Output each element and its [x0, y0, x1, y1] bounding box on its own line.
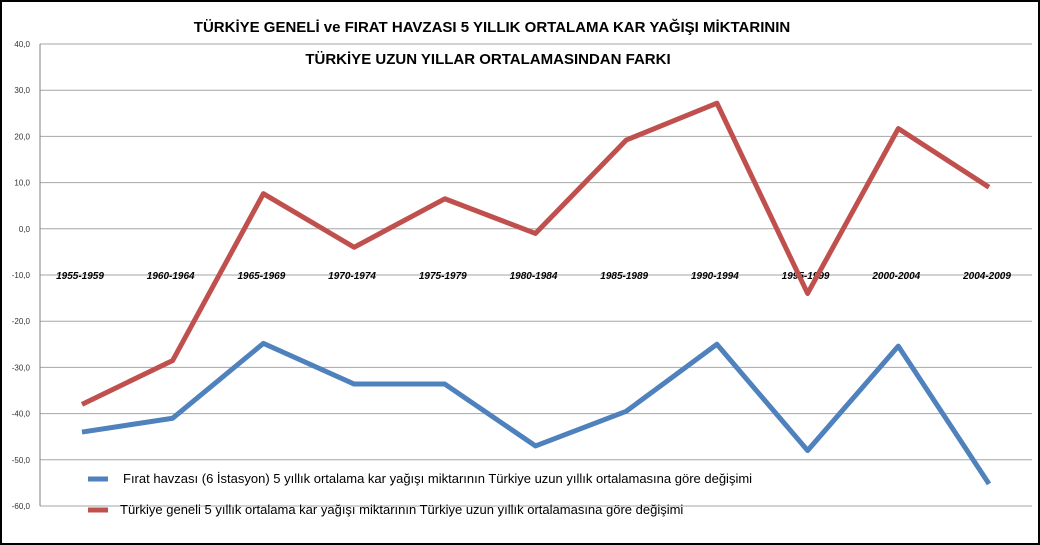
- x-tick-label: 1990-1994: [691, 271, 739, 282]
- x-tick-label: 1970-1974: [328, 271, 376, 282]
- legend-label-firat: Fırat havzası (6 İstasyon) 5 yıllık orta…: [123, 471, 752, 486]
- y-tick-label: -40,0: [12, 410, 31, 419]
- y-tick-label: -30,0: [12, 363, 31, 372]
- y-tick-label: -10,0: [12, 271, 31, 280]
- x-tick-label: 1965-1969: [237, 271, 285, 282]
- x-tick-label: 1975-1979: [419, 271, 467, 282]
- x-tick-label: 2004-2009: [962, 271, 1011, 282]
- series-line-turkiye: [80, 100, 991, 407]
- y-tick-label: 10,0: [14, 179, 30, 188]
- y-tick-label: -60,0: [12, 502, 31, 511]
- chart-title-line1: TÜRKİYE GENELİ ve FIRAT HAVZASI 5 YILLIK…: [194, 18, 790, 36]
- chart-title-line2: TÜRKİYE UZUN YILLAR ORTALAMASINDAN FARKI: [305, 51, 670, 68]
- x-tick-label: 2000-2004: [871, 271, 920, 282]
- y-tick-label: -20,0: [12, 317, 31, 326]
- y-tick-label: 40,0: [14, 40, 30, 49]
- y-tick-label: 20,0: [14, 132, 30, 141]
- gridlines: [39, 43, 1032, 507]
- series-lines: [80, 100, 992, 486]
- x-tick-label: 1980-1984: [510, 271, 558, 282]
- y-tick-label: 0,0: [19, 225, 31, 234]
- x-tick-label: 1955-1959: [56, 271, 104, 282]
- y-axis-tick-labels: 40,0 30,0 20,0 10,0 0,0 -10,0 -20,0 -30,0 -40,0 -…: [12, 40, 31, 511]
- legend: Fırat havzası (6 İstasyon) 5 yıllık orta…: [88, 471, 752, 517]
- y-tick-label: 30,0: [14, 86, 30, 95]
- x-tick-label: 1960-1964: [147, 271, 195, 282]
- legend-label-turkiye: Türkiye geneli 5 yıllık ortalama kar yağ…: [120, 502, 683, 517]
- x-tick-label: 1995-1999: [782, 271, 830, 282]
- y-tick-label: -50,0: [12, 456, 31, 465]
- series-line-firat: [81, 340, 992, 486]
- x-axis-tick-labels: 1955-1959 1960-1964 1965-1969 1970-1974 1975…: [56, 271, 1011, 282]
- x-tick-label: 1985-1989: [600, 271, 648, 282]
